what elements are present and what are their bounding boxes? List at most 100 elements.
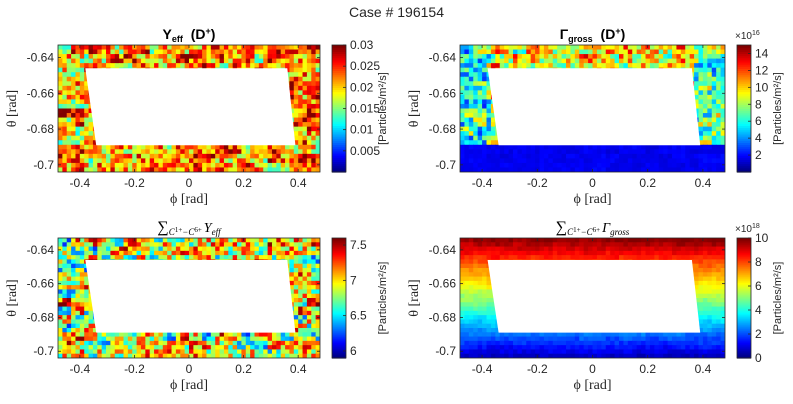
heatmap-cell — [162, 54, 168, 60]
heatmap-cell — [184, 58, 190, 64]
heatmap-cell — [486, 45, 492, 51]
heatmap-cell — [175, 255, 181, 261]
heatmap-cell — [464, 122, 470, 128]
heatmap-cell — [215, 158, 221, 164]
heatmap-cell — [289, 67, 295, 73]
heatmap-cell — [263, 45, 269, 51]
heatmap-cell — [702, 108, 708, 114]
heatmap-cell — [58, 289, 63, 295]
heatmap-cell — [66, 310, 72, 316]
colorbar-swatch — [737, 112, 751, 116]
heatmap-cell — [716, 158, 722, 164]
colorbar-swatch — [737, 87, 751, 91]
colorbar-swatch — [737, 97, 751, 101]
heatmap-cell — [97, 58, 103, 64]
heatmap-cell — [276, 332, 282, 338]
heatmap-cell — [716, 90, 722, 96]
heatmap-cell — [79, 263, 85, 269]
heatmap-cell — [71, 126, 77, 132]
heatmap-cell — [627, 63, 633, 69]
heatmap-cell — [84, 280, 90, 286]
heatmap-cell — [698, 122, 704, 128]
heatmap-cell — [106, 153, 111, 159]
heatmap-cell — [464, 140, 470, 146]
heatmap-cell — [293, 310, 299, 316]
heatmap-cell — [119, 332, 125, 338]
heatmap-cell — [267, 167, 273, 172]
heatmap-cell — [302, 263, 308, 269]
heatmap-cell — [552, 54, 558, 60]
heatmap-cell — [513, 158, 519, 164]
heatmap-cell — [58, 328, 63, 333]
heatmap-cell — [716, 153, 722, 159]
heatmap-cell — [175, 332, 181, 338]
heatmap-cell — [75, 153, 81, 159]
heatmap-cell — [154, 144, 160, 150]
heatmap-cell — [119, 162, 125, 169]
colorbar-swatch — [737, 61, 751, 65]
heatmap-cell — [149, 158, 155, 164]
heatmap-cell — [232, 149, 238, 155]
heatmap-cell — [106, 336, 111, 342]
heatmap-cell — [101, 238, 107, 243]
heatmap-cell — [490, 140, 496, 146]
heatmap-cell — [202, 149, 208, 155]
heatmap-cell — [254, 162, 260, 169]
heatmap-cell — [202, 54, 208, 60]
heatmap-cell — [119, 255, 125, 261]
heatmap-cell — [720, 135, 725, 141]
heatmap-cell — [548, 63, 554, 69]
heatmap-cell — [71, 280, 77, 286]
heatmap-cell — [250, 167, 256, 172]
heatmap-cell — [88, 108, 94, 114]
heatmap-cell — [315, 81, 320, 87]
heatmap-cell — [123, 49, 129, 55]
heatmap-cell — [250, 153, 256, 159]
heatmap-cell — [689, 63, 695, 69]
heatmap-cell — [154, 242, 160, 248]
heatmap-cell — [535, 149, 541, 155]
heatmap-cell — [88, 58, 94, 64]
heatmap-cell — [215, 49, 221, 55]
heatmap-cell — [79, 259, 85, 265]
heatmap-cell — [66, 131, 72, 137]
heatmap-cell — [241, 250, 247, 256]
heatmap-cell — [197, 45, 203, 51]
heatmap-cell — [79, 298, 85, 303]
heatmap-cell — [720, 76, 725, 82]
heatmap-cell — [132, 49, 138, 55]
heatmap-cell — [101, 162, 107, 169]
heatmap-cell — [641, 167, 647, 172]
heatmap-cell — [311, 131, 317, 137]
heatmap-cell — [149, 58, 155, 64]
heatmap-cell — [280, 162, 286, 169]
heatmap-cell — [302, 135, 308, 141]
heatmap-cell — [62, 94, 68, 101]
heatmap-cell — [228, 242, 234, 248]
heatmap-cell — [543, 144, 549, 150]
heatmap-cell — [530, 54, 536, 60]
heatmap-cell — [293, 117, 299, 123]
heatmap-cell — [263, 158, 269, 164]
heatmap-cell — [579, 144, 585, 150]
heatmap-cell — [702, 76, 708, 82]
heatmap-cell — [271, 54, 277, 60]
heatmap-cell — [641, 54, 647, 60]
heatmap-cell — [588, 63, 594, 69]
heatmap-cell — [167, 238, 173, 243]
heatmap-cell — [84, 90, 90, 96]
heatmap-cell — [193, 167, 199, 172]
heatmap-cell — [636, 49, 642, 55]
heatmap-cell — [180, 63, 186, 69]
heatmap-cell — [658, 58, 664, 64]
heatmap-cell — [468, 167, 474, 172]
heatmap-cell — [276, 250, 282, 256]
heatmap-cell — [530, 58, 536, 64]
heatmap-cell — [490, 167, 496, 172]
colorbar-swatch — [332, 102, 346, 105]
heatmap-cell — [145, 238, 151, 243]
heatmap-cell — [649, 58, 655, 64]
heatmap-cell — [548, 162, 554, 169]
heatmap-cell — [702, 54, 708, 60]
colorbar-1: 0.0050.010.0150.020.0250.03[Particles/m²… — [331, 38, 389, 173]
